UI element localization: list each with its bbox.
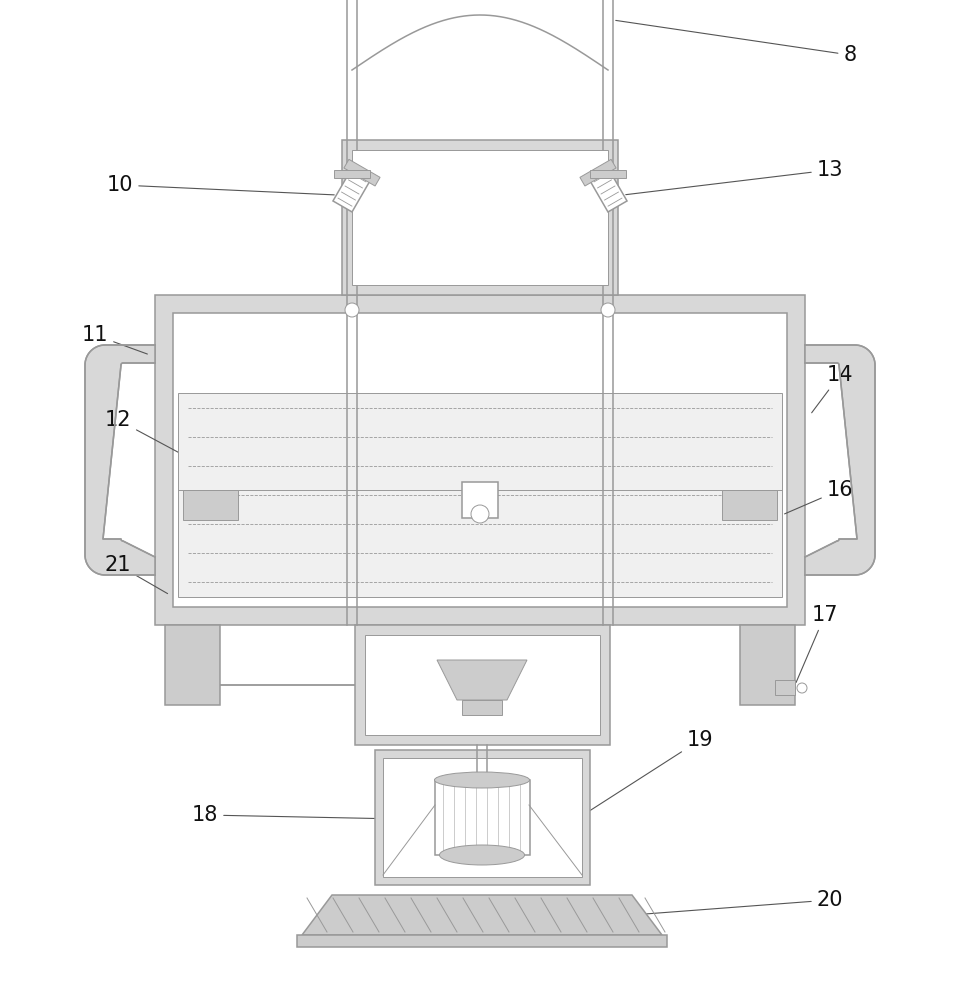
Text: 11: 11: [82, 325, 147, 354]
Text: 12: 12: [105, 410, 256, 494]
Text: 17: 17: [796, 605, 837, 682]
Text: 21: 21: [105, 555, 167, 594]
Text: 8: 8: [615, 20, 855, 65]
Bar: [775, 680, 794, 695]
Polygon shape: [302, 895, 661, 935]
Bar: [178, 393, 781, 597]
Bar: [173, 313, 786, 607]
Bar: [434, 780, 530, 855]
Text: 16: 16: [784, 480, 852, 514]
Text: 14: 14: [811, 365, 852, 413]
Bar: [165, 625, 220, 705]
Ellipse shape: [439, 845, 524, 865]
Bar: [352, 150, 607, 285]
Circle shape: [345, 303, 358, 317]
PathPatch shape: [85, 345, 155, 575]
Text: 18: 18: [191, 805, 447, 825]
Bar: [375, 750, 589, 885]
Circle shape: [796, 683, 806, 693]
Circle shape: [601, 303, 614, 317]
Bar: [333, 170, 370, 178]
Bar: [155, 295, 804, 625]
Bar: [364, 635, 600, 735]
Text: 19: 19: [581, 730, 712, 815]
Bar: [722, 490, 776, 520]
PathPatch shape: [804, 345, 875, 575]
Bar: [579, 159, 615, 186]
Bar: [739, 625, 794, 705]
Bar: [342, 140, 617, 295]
Polygon shape: [436, 660, 527, 700]
Text: 15: 15: [182, 675, 382, 695]
Bar: [461, 482, 498, 518]
Ellipse shape: [434, 772, 529, 788]
Bar: [343, 159, 380, 186]
Bar: [183, 490, 237, 520]
Bar: [461, 700, 502, 715]
Text: 13: 13: [625, 160, 843, 195]
Text: 10: 10: [107, 175, 333, 195]
Bar: [588, 168, 627, 212]
Text: 20: 20: [634, 890, 843, 915]
Circle shape: [471, 505, 488, 523]
Bar: [382, 758, 581, 877]
Bar: [333, 168, 371, 212]
Bar: [355, 625, 609, 745]
Bar: [589, 170, 626, 178]
Bar: [297, 935, 666, 947]
